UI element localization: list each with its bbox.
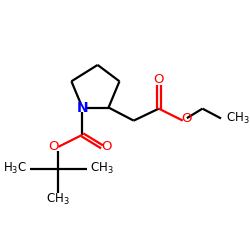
Text: O: O [49, 140, 59, 153]
Text: CH$_3$: CH$_3$ [46, 192, 70, 207]
Text: O: O [182, 112, 192, 124]
Text: O: O [154, 73, 164, 86]
Text: CH$_3$: CH$_3$ [90, 161, 114, 176]
Text: O: O [101, 140, 112, 153]
Text: H$_3$C: H$_3$C [2, 161, 27, 176]
Text: CH$_3$: CH$_3$ [226, 111, 250, 126]
Text: N: N [76, 100, 88, 114]
